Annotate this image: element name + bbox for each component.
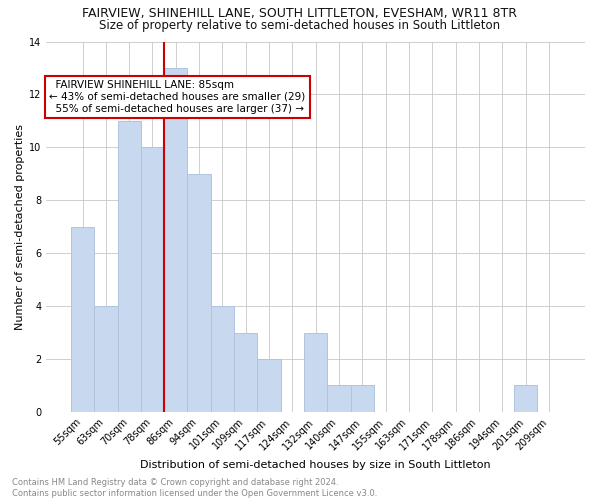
Bar [234, 332, 257, 412]
Bar [118, 121, 141, 412]
Bar [141, 148, 164, 412]
X-axis label: Distribution of semi-detached houses by size in South Littleton: Distribution of semi-detached houses by … [140, 460, 491, 470]
Bar [187, 174, 211, 412]
Bar [94, 306, 118, 412]
Text: Size of property relative to semi-detached houses in South Littleton: Size of property relative to semi-detach… [100, 18, 500, 32]
Text: FAIRVIEW SHINEHILL LANE: 85sqm
← 43% of semi-detached houses are smaller (29)
  : FAIRVIEW SHINEHILL LANE: 85sqm ← 43% of … [49, 80, 305, 114]
Bar [304, 332, 328, 412]
Text: Contains HM Land Registry data © Crown copyright and database right 2024.
Contai: Contains HM Land Registry data © Crown c… [12, 478, 377, 498]
Bar [514, 386, 537, 412]
Bar [164, 68, 187, 412]
Bar [211, 306, 234, 412]
Bar [328, 386, 350, 412]
Text: FAIRVIEW, SHINEHILL LANE, SOUTH LITTLETON, EVESHAM, WR11 8TR: FAIRVIEW, SHINEHILL LANE, SOUTH LITTLETO… [83, 8, 517, 20]
Bar [71, 226, 94, 412]
Bar [257, 359, 281, 412]
Bar [350, 386, 374, 412]
Y-axis label: Number of semi-detached properties: Number of semi-detached properties [15, 124, 25, 330]
